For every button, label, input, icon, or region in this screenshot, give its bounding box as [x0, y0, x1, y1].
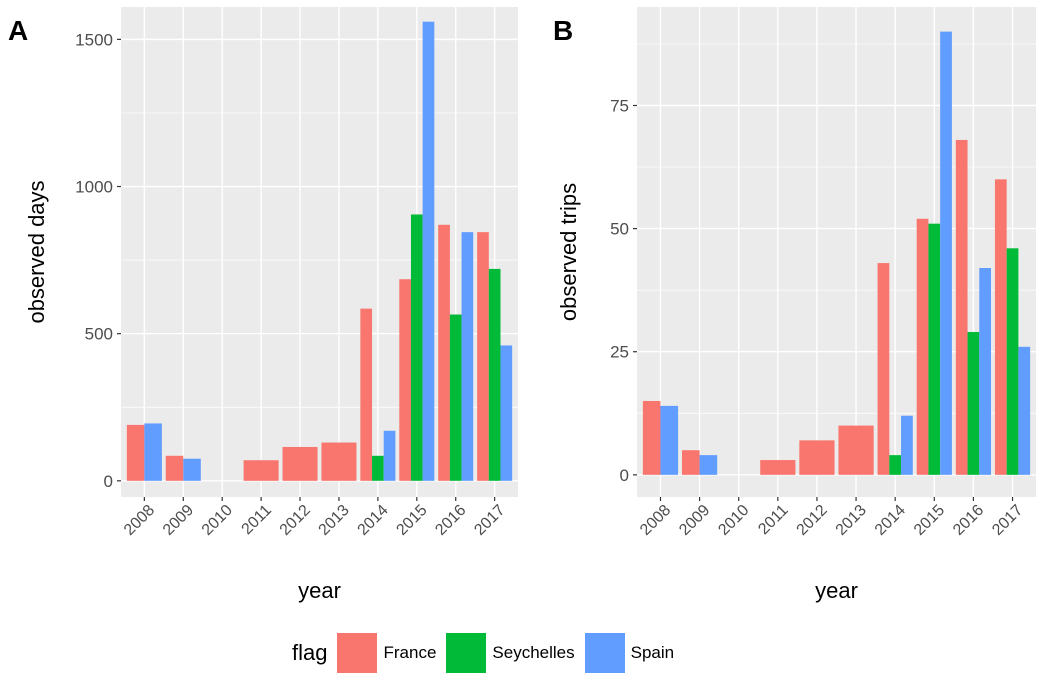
bar-france-2009 [165, 455, 184, 481]
x-tick-label: 2012 [794, 502, 831, 539]
bar-spain-2009 [183, 458, 201, 481]
x-tick-label: 2010 [715, 502, 752, 539]
legend-label-france: France [383, 643, 437, 662]
x-tick-label: 2013 [833, 502, 870, 539]
x-axis-title: year [815, 578, 858, 603]
bar-france-2011 [243, 460, 279, 481]
bar-spain-2017 [1018, 346, 1031, 475]
y-tick-label: 75 [610, 96, 629, 115]
x-tick-label: 2011 [755, 502, 791, 538]
bar-spain-2015 [422, 21, 435, 481]
x-tick-label: 2016 [950, 502, 987, 539]
bar-france-2013 [321, 442, 357, 481]
y-axis-title: observed days [24, 180, 49, 323]
legend-key-spain [584, 633, 625, 673]
x-tick-label: 2008 [121, 502, 158, 539]
x-tick-label: 2016 [432, 502, 469, 539]
bar-spain-2017 [500, 345, 513, 481]
y-tick-label: 0 [620, 466, 629, 485]
bar-seychelles-2016 [449, 314, 462, 481]
x-tick-label: 2008 [637, 502, 674, 539]
bar-france-2017 [477, 232, 489, 481]
legend-item-spain: Spain [584, 633, 675, 673]
x-tick-label: 2009 [676, 502, 713, 539]
y-tick-label: 50 [610, 220, 629, 239]
bar-seychelles-2016 [967, 332, 980, 475]
y-axis-title: observed trips [556, 183, 581, 321]
x-tick-label: 2011 [239, 502, 275, 538]
legend: flag France Seychelles Spain [292, 633, 684, 673]
legend-key-france [337, 633, 378, 673]
x-tick-label: 2015 [911, 502, 948, 539]
y-tick-label: 500 [85, 325, 113, 344]
bar-france-2012 [799, 440, 835, 475]
x-axis-title: year [298, 578, 341, 603]
y-tick-label: 1000 [75, 178, 113, 197]
legend-title: flag [292, 640, 328, 665]
bar-france-2014 [877, 263, 890, 475]
bar-france-2015 [399, 279, 411, 481]
bar-spain-2016 [979, 268, 992, 475]
bar-spain-2009 [699, 455, 718, 475]
x-tick-label: 2017 [471, 502, 508, 539]
bar-spain-2014 [901, 415, 913, 475]
bar-spain-2014 [383, 430, 396, 481]
bar-france-2012 [282, 446, 318, 481]
bar-france-2008 [126, 424, 145, 481]
x-tick-label: 2014 [872, 502, 909, 539]
x-tick-label: 2010 [199, 502, 236, 539]
legend-key-seychelles [446, 633, 487, 673]
x-tick-label: 2012 [277, 502, 314, 539]
legend-item-france: France [337, 633, 436, 673]
bar-france-2014 [360, 308, 373, 481]
bar-france-2008 [642, 400, 661, 475]
bar-france-2013 [838, 425, 874, 475]
x-tick-label: 2015 [393, 502, 430, 539]
bar-seychelles-2014 [889, 455, 902, 475]
bar-france-2011 [760, 460, 796, 475]
panel-a: 0 500 1000 1500 2008 2009 2010 2011 2012 2013 2014… [8, 7, 518, 603]
panel-tag: B [553, 15, 573, 46]
x-tick-label: 2017 [989, 502, 1026, 539]
x-tick-label: 2014 [355, 502, 392, 539]
bar-spain-2008 [144, 423, 162, 481]
bar-seychelles-2017 [1006, 248, 1019, 475]
legend-label-seychelles: Seychelles [492, 643, 575, 662]
bar-france-2016 [955, 139, 968, 475]
y-tick-label: 0 [104, 472, 113, 491]
bar-seychelles-2014 [372, 455, 384, 481]
bar-france-2017 [994, 179, 1007, 475]
x-tick-label: 2009 [160, 502, 197, 539]
bar-spain-2015 [940, 31, 952, 475]
panel-tag: A [8, 15, 28, 46]
bar-france-2015 [916, 218, 929, 475]
y-tick-label: 25 [610, 343, 629, 362]
bar-spain-2008 [660, 405, 679, 475]
y-tick-label: 1500 [75, 30, 113, 49]
bar-seychelles-2015 [410, 214, 423, 481]
bar-france-2016 [438, 224, 450, 481]
bar-spain-2016 [461, 232, 474, 481]
bar-seychelles-2017 [488, 268, 501, 481]
bar-seychelles-2015 [928, 223, 941, 475]
legend-label-spain: Spain [630, 643, 675, 662]
x-tick-label: 2013 [316, 502, 353, 539]
bar-france-2009 [681, 450, 700, 475]
legend-item-seychelles: Seychelles [446, 633, 575, 673]
